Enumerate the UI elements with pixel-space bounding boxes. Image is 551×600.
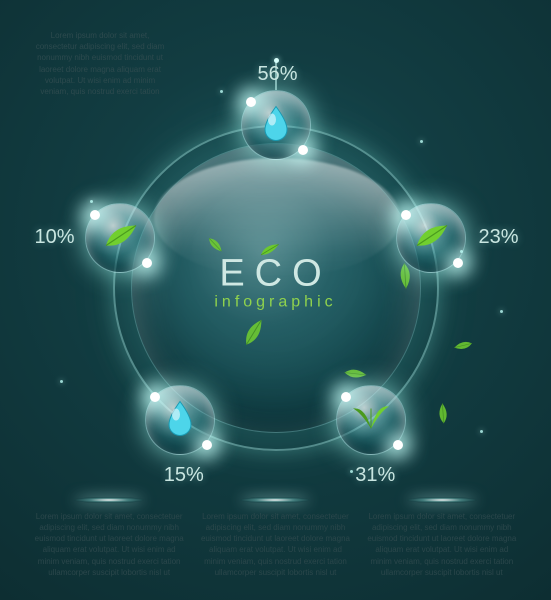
bottom-col-text: Lorem ipsum dolor sit amet, consectetuer… bbox=[35, 512, 184, 577]
particle bbox=[420, 140, 423, 143]
pct-right: 23% bbox=[479, 226, 519, 249]
bottom-col-1: Lorem ipsum dolor sit amet, consectetuer… bbox=[34, 511, 184, 578]
node-right bbox=[396, 203, 466, 273]
flare-icon bbox=[74, 497, 144, 503]
particle bbox=[480, 430, 483, 433]
flare-icon bbox=[407, 497, 477, 503]
particle bbox=[60, 380, 63, 383]
particle bbox=[350, 470, 353, 473]
node-top bbox=[241, 90, 311, 160]
leaf-icon bbox=[413, 221, 449, 254]
bottom-col-text: Lorem ipsum dolor sit amet, consectetuer… bbox=[201, 512, 350, 577]
bottom-col-2: Lorem ipsum dolor sit amet, consectetuer… bbox=[200, 511, 350, 578]
floating-leaf-icon bbox=[431, 401, 457, 427]
title-line2: infographic bbox=[214, 294, 336, 312]
particle bbox=[220, 90, 223, 93]
spark-icon bbox=[90, 210, 100, 220]
floating-leaf-icon bbox=[204, 234, 223, 255]
spark-icon bbox=[202, 440, 212, 450]
spark-icon bbox=[142, 258, 152, 268]
node-bottom-right bbox=[336, 385, 406, 455]
title-line1: ECO bbox=[219, 253, 331, 295]
node-bottom-left bbox=[145, 385, 215, 455]
leaf-pair-icon bbox=[351, 402, 391, 437]
flare-icon bbox=[240, 497, 310, 503]
bottom-columns: Lorem ipsum dolor sit amet, consectetuer… bbox=[0, 511, 551, 578]
bottom-col-3: Lorem ipsum dolor sit amet, consectetuer… bbox=[367, 511, 517, 578]
leaf-icon bbox=[102, 221, 138, 254]
center-title: ECO infographic bbox=[214, 253, 336, 312]
particle bbox=[500, 310, 503, 313]
particle bbox=[460, 250, 463, 253]
spark-icon bbox=[246, 97, 256, 107]
spark-icon bbox=[341, 392, 351, 402]
spark-icon bbox=[393, 440, 403, 450]
water-drop-icon bbox=[259, 104, 293, 147]
pct-left: 10% bbox=[34, 226, 74, 249]
bottom-col-text: Lorem ipsum dolor sit amet, consectetuer… bbox=[367, 512, 516, 577]
spark-icon bbox=[150, 392, 160, 402]
node-left bbox=[85, 203, 155, 273]
spark-icon bbox=[298, 145, 308, 155]
pct-bottom-left: 15% bbox=[164, 464, 204, 487]
water-drop-icon bbox=[163, 398, 197, 441]
floating-leaf-icon bbox=[452, 334, 475, 356]
top-caption: Lorem ipsum dolor sit amet, consectetur … bbox=[30, 30, 170, 97]
pct-top: 56% bbox=[258, 63, 298, 86]
particle bbox=[90, 200, 93, 203]
spark-icon bbox=[401, 210, 411, 220]
spark-icon bbox=[453, 258, 463, 268]
pct-bottom-right: 31% bbox=[355, 464, 395, 487]
title-leaf-icon bbox=[258, 243, 280, 257]
